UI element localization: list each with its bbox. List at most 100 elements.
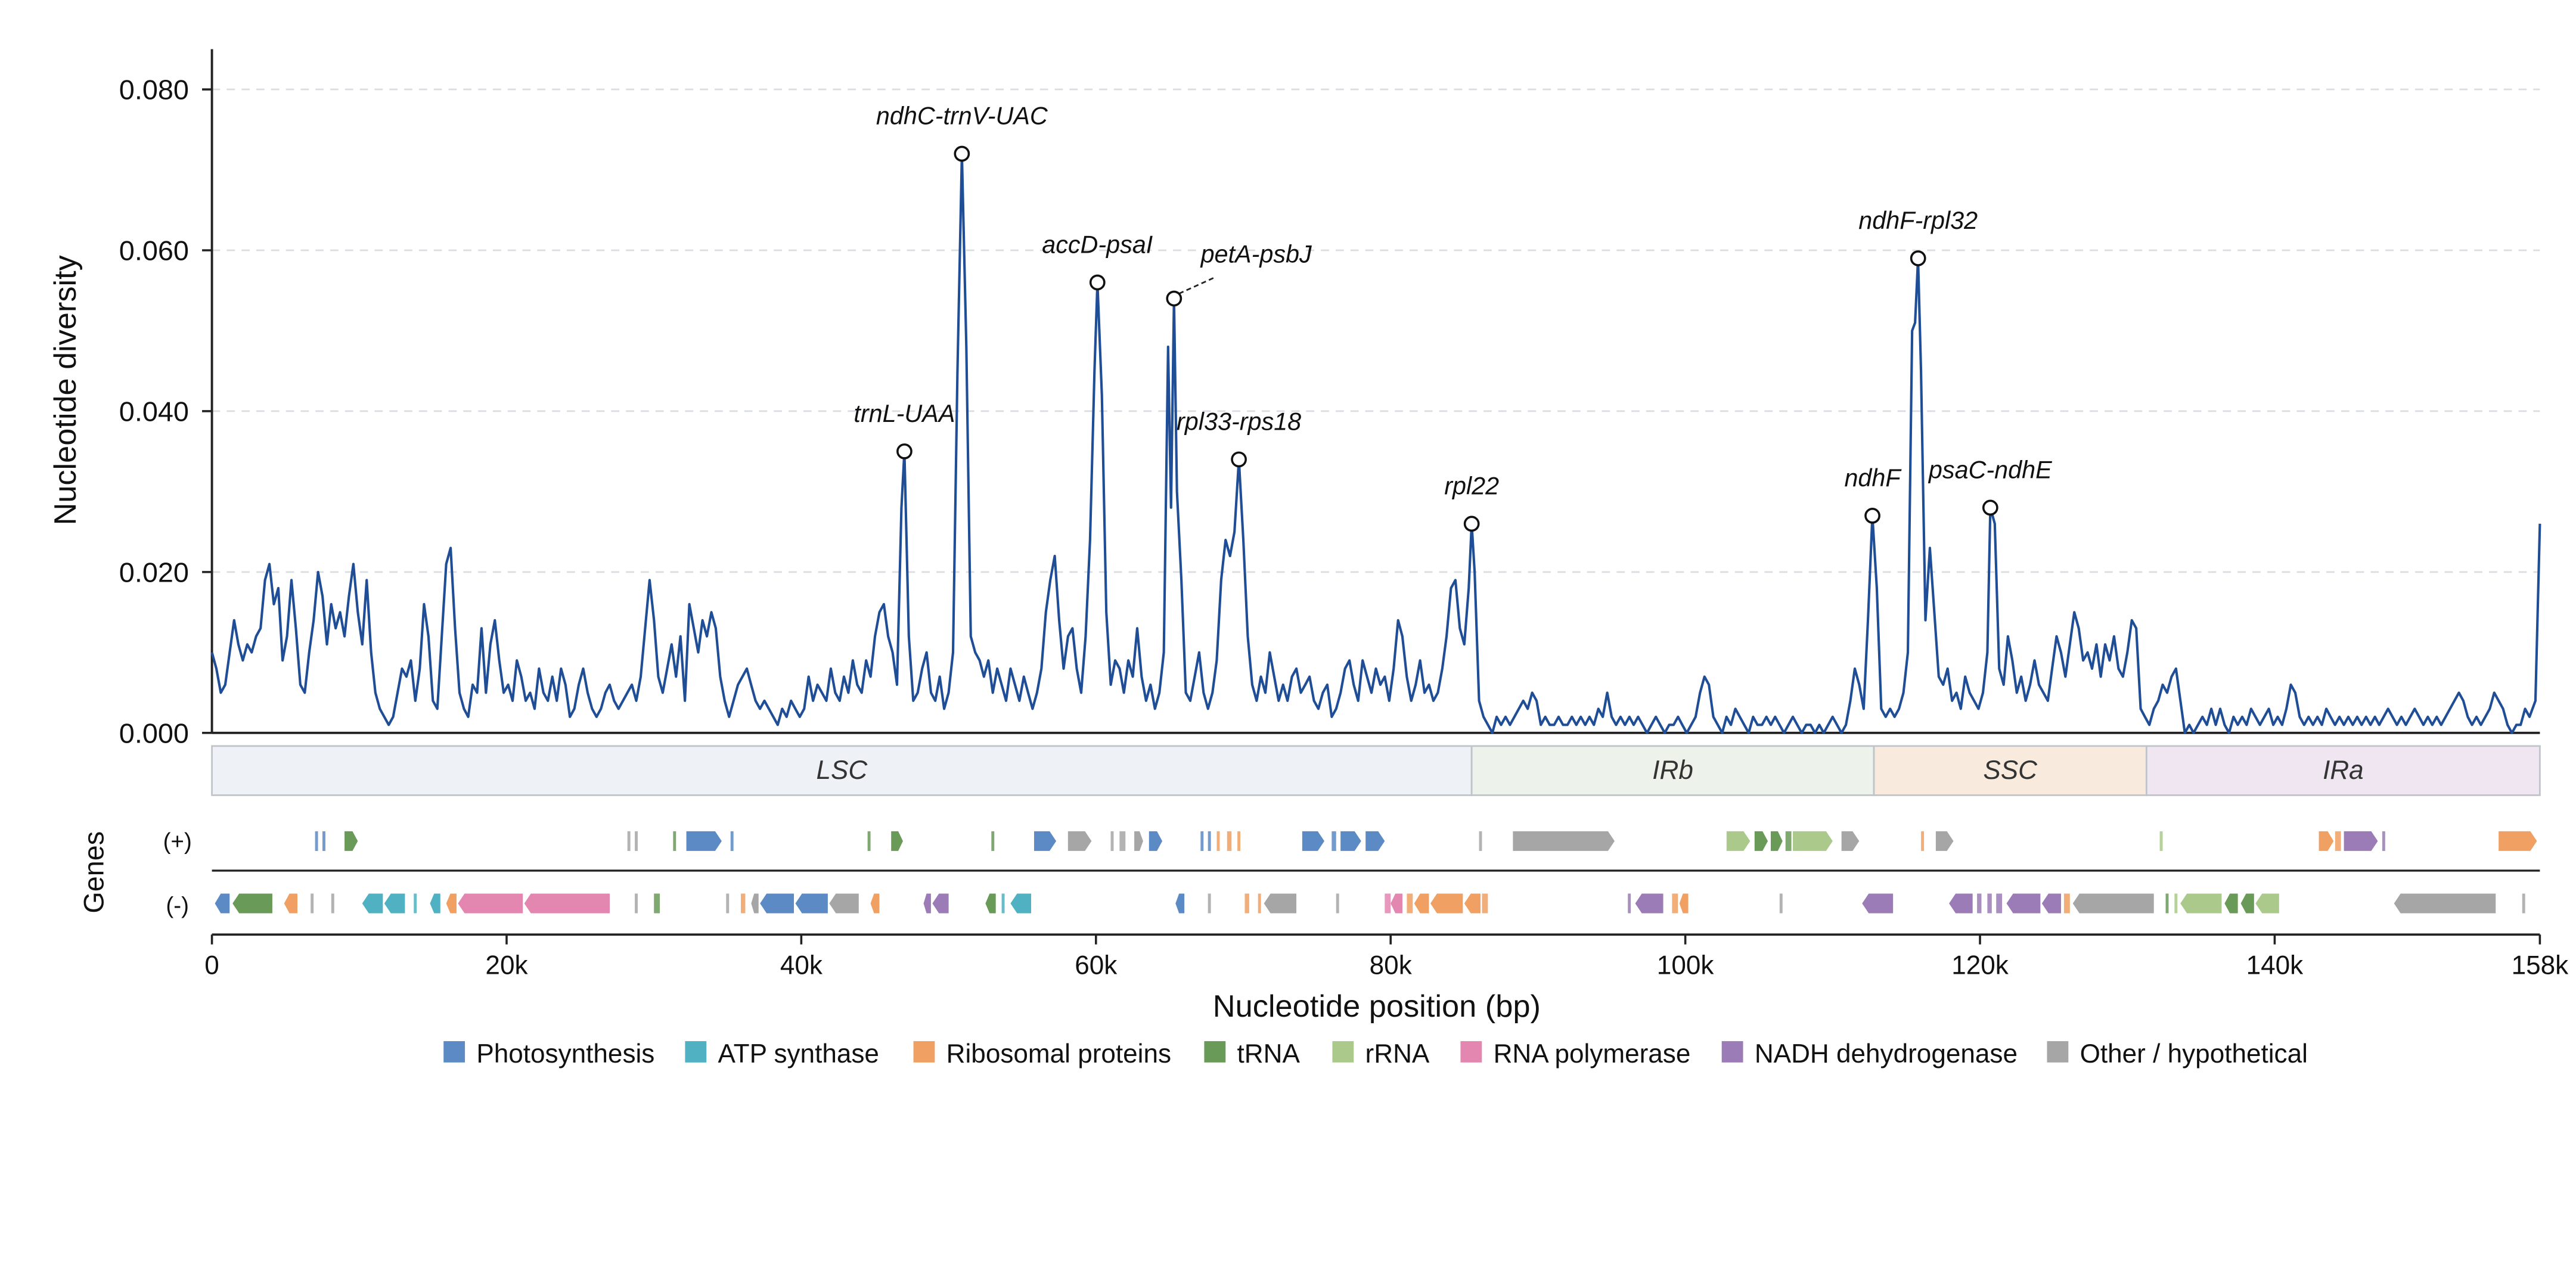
gene-arrow — [344, 831, 358, 851]
gene-arrow — [1110, 831, 1114, 851]
peak-marker — [1910, 250, 1926, 266]
gene-arrow — [1935, 831, 1954, 851]
gene-arrow — [384, 893, 405, 914]
gene-arrow — [1414, 893, 1429, 914]
gene-arrow — [1227, 831, 1232, 851]
gene-arrow — [1785, 831, 1792, 851]
gene-arrow — [795, 893, 828, 914]
gene-arrow — [1264, 893, 1296, 914]
gene-arrow — [1841, 831, 1860, 851]
gene-arrow — [2255, 893, 2279, 914]
gene-arrow — [1175, 893, 1185, 914]
gene-arrow — [1391, 893, 1402, 914]
gene-arrow — [1679, 893, 1689, 914]
peak-label: accD-psaI — [1042, 231, 1153, 258]
y-tick-label: 0.020 — [119, 557, 189, 588]
gene-arrow — [932, 893, 949, 914]
legend-label: NADH dehydrogenase — [1755, 1039, 2018, 1069]
gene-arrow — [923, 893, 931, 914]
gene-arrow — [1672, 893, 1678, 914]
gene-arrow — [1779, 893, 1783, 914]
legend-label: ATP synthase — [718, 1039, 879, 1069]
region-label: IRa — [2323, 756, 2364, 785]
y-tick-label: 0.060 — [119, 235, 189, 266]
gene-arrow — [1244, 893, 1249, 914]
gene-arrow — [1010, 893, 1032, 914]
peak-label: ndhC-trnV-UAC — [876, 103, 1048, 130]
gene-arrow — [1407, 893, 1413, 914]
gene-arrow — [331, 893, 334, 914]
gene-arrow — [1464, 893, 1481, 914]
x-tick-label: 80k — [1370, 951, 1413, 980]
gene-arrow — [829, 893, 859, 914]
gene-arrow — [1949, 893, 1973, 914]
peak-marker — [954, 145, 970, 162]
gene-arrow — [2522, 893, 2525, 914]
legend-swatch — [1721, 1041, 1743, 1063]
gene-arrow — [430, 893, 440, 914]
regions-layer: LSC IRb SSC IRa — [211, 745, 2541, 796]
genes-label: Genes — [79, 831, 110, 914]
legend-swatch — [1204, 1041, 1226, 1063]
gene-arrow — [1258, 893, 1261, 914]
peak-marker — [1463, 515, 1480, 532]
gene-arrow — [760, 893, 794, 914]
gene-arrow — [2165, 893, 2169, 914]
peak-marker — [1089, 274, 1106, 291]
gene-arrow — [985, 893, 996, 914]
gene-arrow — [2159, 831, 2163, 851]
gene-arrow — [1977, 893, 1982, 914]
gene-arrow — [991, 831, 995, 851]
gene-arrow — [2240, 893, 2254, 914]
gene-arrow — [635, 893, 638, 914]
gene-arrow — [215, 893, 230, 914]
gene-arrow — [1987, 893, 1992, 914]
y-tick-label: 0.080 — [119, 74, 189, 105]
gene-arrow — [2180, 893, 2222, 914]
gene-arrow — [891, 831, 903, 851]
gene-arrow — [1635, 893, 1663, 914]
x-axis-label: Nucleotide position (bp) — [1213, 989, 1541, 1024]
legend-swatch — [685, 1041, 707, 1063]
gene-arrow — [1513, 831, 1615, 851]
legend-label: Other / hypothetical — [2080, 1039, 2308, 1069]
strand-plus-label: (+) — [163, 829, 192, 855]
legend-swatch — [2047, 1041, 2069, 1063]
peak-marker — [1231, 451, 1247, 468]
gene-arrow — [1237, 831, 1241, 851]
gene-arrow — [1208, 831, 1211, 851]
gene-arrow — [2344, 831, 2378, 851]
grid-layer — [212, 88, 2540, 573]
legend-swatch — [443, 1041, 465, 1063]
peak-marker — [1982, 499, 1998, 516]
gene-arrow — [2335, 831, 2341, 851]
region-box — [1470, 745, 1875, 796]
gene-arrow — [1119, 831, 1126, 851]
y-tick-label: 0.040 — [119, 396, 189, 427]
axes-layer: 0.000 0.020 0.040 0.060 0.080 0 20k 40k 60k 80k 10… — [119, 49, 2569, 980]
gene-arrow — [1216, 831, 1220, 851]
gene-arrow — [446, 893, 457, 914]
gene-arrow — [1067, 831, 1092, 851]
gene-arrow — [1001, 893, 1005, 914]
peak-label: ndhF-rpl32 — [1858, 207, 1978, 234]
gene-arrow — [2072, 893, 2154, 914]
gene-arrow — [627, 831, 631, 851]
gene-arrow — [1479, 831, 1482, 851]
gene-arrow — [2063, 893, 2070, 914]
legend-label: tRNA — [1237, 1039, 1301, 1069]
gene-arrow — [1482, 893, 1488, 914]
peak-leader-line — [1178, 276, 1216, 294]
gene-arrow — [2224, 893, 2238, 914]
gene-arrow — [322, 831, 325, 851]
peak-label: petA-psbJ — [1200, 240, 1312, 268]
legend-layer: Photosynthesis ATP synthase Ribosomal prot… — [443, 1039, 2308, 1069]
gene-arrow — [1754, 831, 1768, 851]
gene-arrow — [414, 893, 417, 914]
gene-arrow — [730, 831, 734, 851]
x-tick-label: 100k — [1657, 951, 1715, 980]
peak-marker — [1166, 290, 1183, 307]
gene-arrow — [1365, 831, 1385, 851]
gene-arrow — [311, 893, 314, 914]
